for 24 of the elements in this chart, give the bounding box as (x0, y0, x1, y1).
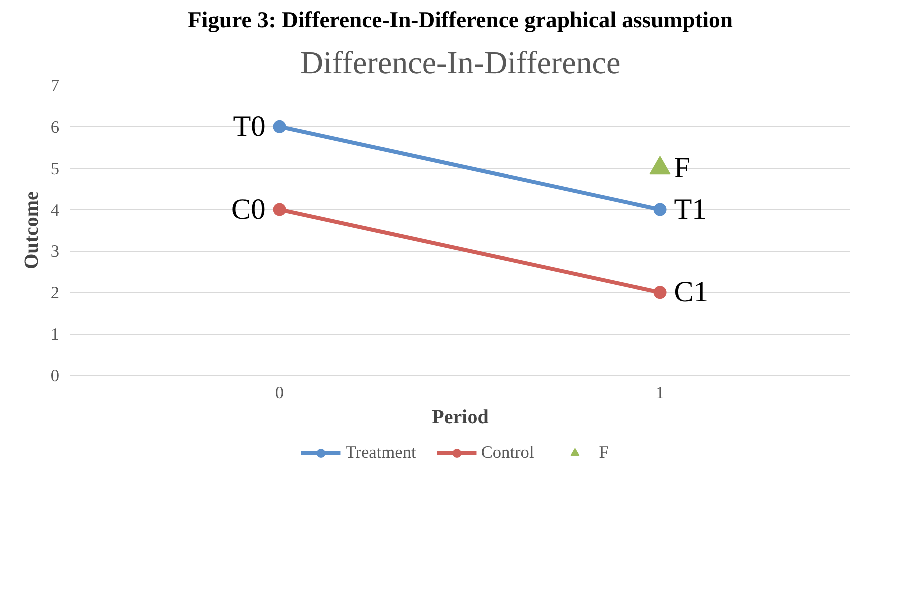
y-tick-label: 1 (50, 325, 60, 344)
legend-label: Treatment (346, 443, 416, 463)
point (654, 203, 667, 216)
annotation: T1 (674, 194, 707, 226)
annotation: C0 (232, 194, 266, 226)
y-axis-title: Outcome (20, 192, 43, 270)
legend-label: Control (481, 443, 534, 463)
legend-label: F (599, 443, 610, 463)
annotation: C1 (674, 276, 708, 309)
x-axis-title: Period (432, 406, 489, 428)
annotation: T0 (233, 110, 266, 143)
y-tick-label: 0 (50, 366, 60, 386)
y-tick-label: 4 (50, 200, 60, 220)
chart-title: Figure 3: Difference-In-Difference graphical assumption (188, 8, 734, 32)
chart-subtitle: Difference-In-Difference (300, 44, 621, 80)
point (654, 286, 667, 300)
y-tick-label: 7 (50, 76, 60, 96)
y-tick-label: 2 (50, 284, 60, 303)
point (273, 120, 286, 134)
y-tick-label: 3 (50, 242, 60, 262)
annotation: F (674, 152, 691, 184)
point (273, 203, 286, 216)
y-tick-label: 6 (50, 118, 60, 137)
y-tick-label: 5 (50, 159, 60, 178)
